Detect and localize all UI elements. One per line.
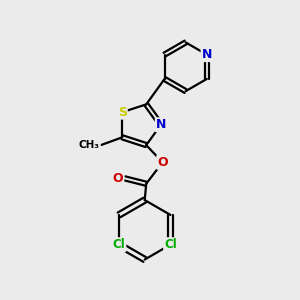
Text: Cl: Cl (164, 238, 177, 251)
Text: O: O (157, 156, 168, 169)
Text: N: N (202, 48, 212, 61)
Text: CH₃: CH₃ (79, 140, 100, 150)
Text: N: N (156, 118, 166, 131)
Text: Cl: Cl (112, 238, 125, 251)
Text: O: O (113, 172, 123, 185)
Text: S: S (118, 106, 127, 119)
